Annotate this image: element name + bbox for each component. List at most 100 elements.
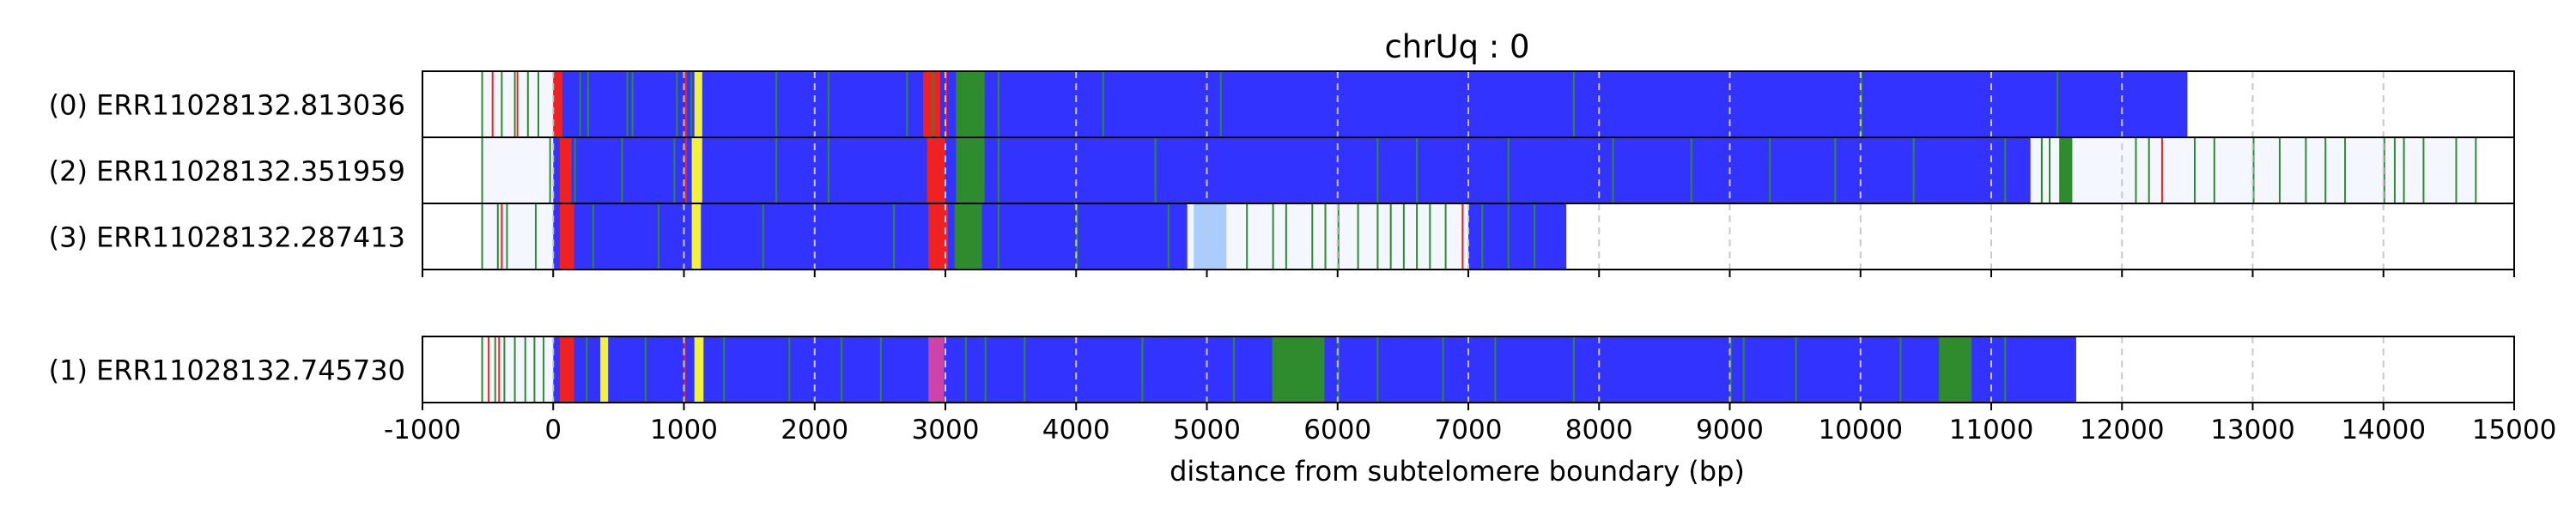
motif-tick-green xyxy=(2148,138,2150,203)
motif-tick-green xyxy=(1899,337,1902,402)
motif-tick-green xyxy=(1389,204,1392,269)
x-tick-label: 6000 xyxy=(1303,415,1371,445)
x-tick-label: 14000 xyxy=(2341,415,2426,445)
motif-tick-green xyxy=(631,72,634,136)
motif-tick-green xyxy=(1324,204,1327,269)
motif-tick-green xyxy=(1141,337,1144,402)
motif-tick-green xyxy=(1572,72,1575,136)
motif-tick-green xyxy=(1416,204,1419,269)
motif-tick-green xyxy=(496,204,499,269)
motif-tick-green xyxy=(879,337,882,402)
read-segment xyxy=(956,138,985,203)
motif-tick-green xyxy=(2135,138,2137,203)
motif-tick-green xyxy=(2193,138,2196,203)
read-label: (3) ERR11028132.287413 xyxy=(49,221,405,254)
motif-tick-green xyxy=(549,138,551,203)
motif-tick-green xyxy=(1024,337,1026,402)
motif-tick-green xyxy=(658,204,660,269)
read-segment xyxy=(691,138,702,203)
motif-tick-green xyxy=(1167,204,1170,269)
x-tick-label: 11000 xyxy=(1949,415,2034,445)
motif-tick-green xyxy=(841,337,843,402)
motif-tick-green xyxy=(574,138,576,203)
motif-tick-green xyxy=(1769,138,1771,203)
motif-tick-red xyxy=(683,337,686,402)
read-row: (3) ERR11028132.287413 xyxy=(49,204,1567,269)
read-row: (1) ERR11028132.745730 xyxy=(49,337,2076,402)
x-axis-label: distance from subtelomere boundary (bp) xyxy=(1170,455,1745,488)
read-segment xyxy=(954,204,982,269)
read-segment xyxy=(559,337,574,402)
motif-tick-green xyxy=(503,337,506,402)
motif-tick-green xyxy=(1742,337,1745,402)
x-tick-label: 12000 xyxy=(2080,415,2165,445)
motif-tick-green xyxy=(1219,72,1222,136)
motif-tick-green xyxy=(2475,138,2477,203)
motif-tick-green xyxy=(501,72,503,136)
read-segment xyxy=(927,138,945,203)
read-segment xyxy=(1194,204,1227,269)
motif-tick-green xyxy=(932,72,934,136)
motif-tick-green xyxy=(1416,138,1419,203)
motif-tick-green xyxy=(1507,138,1510,203)
motif-tick-green xyxy=(1357,204,1359,269)
motif-tick-green xyxy=(586,72,589,136)
read-label: (2) ERR11028132.351959 xyxy=(49,155,405,188)
motif-tick-red xyxy=(491,72,494,136)
motif-tick-red xyxy=(501,204,503,269)
motif-tick-green xyxy=(2057,72,2059,136)
motif-tick-green xyxy=(494,337,496,402)
motif-tick-green xyxy=(997,72,999,136)
read-segment xyxy=(559,138,572,203)
read-segment xyxy=(956,72,985,136)
motif-tick-green xyxy=(1729,337,1732,402)
motif-tick-green xyxy=(586,337,588,402)
x-tick-label: 5000 xyxy=(1173,415,1241,445)
motif-tick-green xyxy=(2278,138,2281,203)
motif-tick-green xyxy=(775,72,778,136)
motif-tick-green xyxy=(2040,138,2043,203)
x-tick-label: 4000 xyxy=(1042,415,1110,445)
motif-tick-green xyxy=(984,337,987,402)
motif-tick-green xyxy=(543,337,545,402)
motif-tick-green xyxy=(2305,138,2307,203)
x-tick-label: 15000 xyxy=(2472,415,2557,445)
motif-tick-green xyxy=(481,72,483,136)
chart-title: chrUq : 0 xyxy=(1384,28,1529,65)
motif-tick-green xyxy=(1102,72,1104,136)
motif-tick-green xyxy=(537,72,539,136)
motif-tick-green xyxy=(1444,204,1447,269)
read-segment xyxy=(1272,337,1325,402)
motif-tick-green xyxy=(1272,204,1274,269)
x-tick-label: 10000 xyxy=(1818,415,1903,445)
motif-tick-green xyxy=(1376,204,1379,269)
motif-tick-green xyxy=(644,337,647,402)
motif-tick-green xyxy=(1912,138,1915,203)
motif-tick-green xyxy=(827,72,829,136)
motif-tick-green xyxy=(1232,337,1235,402)
read-segment xyxy=(600,337,609,402)
read-label: (0) ERR11028132.813036 xyxy=(49,89,405,122)
read-segment xyxy=(2059,138,2073,203)
motif-tick-green xyxy=(997,204,999,269)
motif-tick-green xyxy=(2403,138,2405,203)
motif-tick-green xyxy=(1402,204,1405,269)
motif-tick-green xyxy=(524,337,526,402)
motif-tick-green xyxy=(1507,204,1510,269)
motif-tick-green xyxy=(533,337,536,402)
motif-tick-green xyxy=(513,72,516,136)
motif-tick-green xyxy=(906,72,908,136)
motif-tick-green xyxy=(1534,204,1536,269)
read-segment xyxy=(923,72,940,136)
motif-tick-green xyxy=(788,337,791,402)
read-segment xyxy=(694,337,704,402)
x-tick-label: 7000 xyxy=(1435,415,1503,445)
motif-tick-green xyxy=(526,72,529,136)
read-row: (0) ERR11028132.813036 xyxy=(49,72,2188,136)
motif-tick-green xyxy=(2455,138,2458,203)
x-tick-label: 0 xyxy=(544,415,562,445)
motif-tick-red xyxy=(939,138,941,203)
motif-tick-red xyxy=(488,337,490,402)
read-row: (2) ERR11028132.351959 xyxy=(49,138,2477,203)
